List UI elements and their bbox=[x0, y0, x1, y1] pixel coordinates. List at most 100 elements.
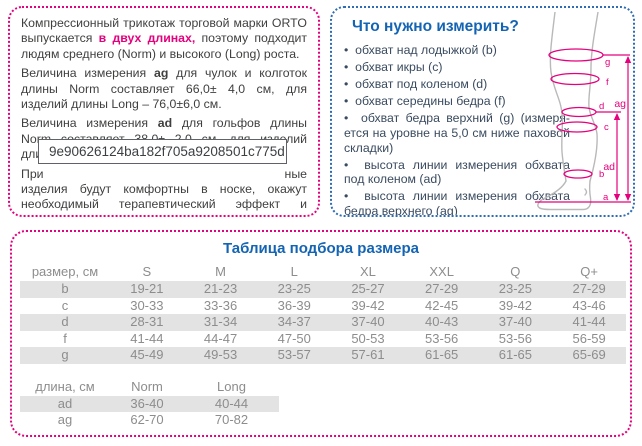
column-header-cell: длина, см bbox=[35, 378, 95, 394]
size-value-cell: 34-37 bbox=[277, 314, 311, 329]
size-value-cell: 19-21 bbox=[130, 281, 164, 296]
row-label: ad bbox=[57, 395, 73, 411]
leg-outline bbox=[537, 12, 599, 211]
length-table-body: ad 36-40 40-44 ag 62-70 70-82 bbox=[20, 395, 279, 429]
size-value-cell: 62-70 bbox=[130, 412, 164, 427]
paragraph-comfort: При ные изделия будут комфортны в носке,… bbox=[21, 167, 307, 215]
leg-measurement-diagram: g f d c b a ag ad bbox=[535, 12, 632, 211]
size-value-cell: 53-56 bbox=[498, 330, 532, 346]
row-label: f bbox=[63, 330, 67, 346]
size-value-cell: 53-57 bbox=[277, 347, 311, 362]
table-row: f 41-44 44-47 47-50 50-53 53-56 53-56 56-59 bbox=[20, 331, 626, 348]
size-table-header-row: размер, см S M L XL XXL Q Q+ bbox=[20, 264, 626, 281]
size-value-cell: 39-42 bbox=[498, 297, 532, 313]
table-row: g 45-49 49-53 53-57 57-61 61-65 61-65 65-69 bbox=[20, 347, 626, 364]
text-segment: ag bbox=[153, 66, 169, 81]
filename-text: 9e90626124ba182f705a9208501c775d.png bbox=[49, 144, 287, 159]
row-label: b bbox=[61, 281, 69, 296]
size-table-title: Таблица подбора размера bbox=[222, 240, 420, 257]
size-value-cell: 21-23 bbox=[203, 281, 238, 296]
row-label: ag bbox=[57, 412, 73, 427]
size-value-cell: 43-46 bbox=[572, 297, 606, 313]
comfort-line-end: ные bbox=[284, 166, 307, 181]
size-value-cell: 50-53 bbox=[351, 330, 385, 346]
dimension-lines bbox=[535, 54, 631, 203]
measurement-item: обхват бедра верхний (g) (измеря­ется на… bbox=[344, 111, 570, 155]
measurement-item: обхват под коленом (d) bbox=[344, 77, 570, 92]
label-ag-icon: ag bbox=[614, 98, 626, 110]
table-row: d 28-31 31-34 34-37 37-40 40-43 37-40 41-44 bbox=[20, 314, 626, 331]
text-segment: для чулок и колготок длины Norm составля… bbox=[21, 66, 307, 112]
size-value-cell: 27-29 bbox=[572, 281, 606, 296]
size-value-cell: 53-56 bbox=[425, 330, 459, 346]
size-value-cell: 57-61 bbox=[351, 347, 385, 362]
size-table: размер, см S M L XL XXL Q Q+ b 19-21 21-23 23-25 25… bbox=[20, 264, 626, 364]
column-header-cell: M bbox=[215, 264, 226, 280]
ellipse-g bbox=[548, 48, 604, 62]
paragraph-ag-measure: Величина измерения ag для чулок и колгот… bbox=[21, 66, 307, 112]
column-header-cell: L bbox=[290, 264, 298, 280]
table-row: ag 62-70 70-82 bbox=[20, 412, 279, 429]
size-value-cell: 70-82 bbox=[214, 412, 249, 427]
size-value-cell: 36-39 bbox=[277, 297, 311, 313]
size-value-cell: 44-47 bbox=[203, 330, 238, 346]
paragraph-two-lengths: Компрессионный трикотаж торговой марки O… bbox=[21, 16, 307, 62]
ellipse-c bbox=[556, 121, 598, 133]
measurement-list: обхват над лодыжкой (b) обхват икры (c) об… bbox=[344, 43, 570, 215]
size-value-cell: 23-25 bbox=[498, 281, 532, 296]
ellipse-f bbox=[550, 72, 600, 86]
comfort-line-start: При bbox=[21, 166, 44, 181]
text-segment: Величина измерения bbox=[21, 66, 154, 81]
comfort-first-line: При ные bbox=[21, 167, 307, 182]
size-value-cell: 30-33 bbox=[130, 297, 164, 313]
text-segment: ad bbox=[157, 116, 173, 131]
label-c-icon: c bbox=[604, 122, 609, 133]
label-d-icon: d bbox=[599, 101, 604, 112]
table-row: b 19-21 21-23 23-25 25-27 27-29 23-25 27-29 bbox=[20, 281, 626, 298]
size-value-cell: 28-31 bbox=[130, 314, 164, 329]
row-label: g bbox=[61, 347, 69, 362]
size-value-cell: 23-25 bbox=[277, 281, 311, 296]
size-value-cell: 61-65 bbox=[425, 347, 459, 362]
label-b-icon: b bbox=[599, 169, 604, 180]
label-ad-icon: ad bbox=[603, 161, 615, 173]
column-header-cell: XL bbox=[360, 264, 376, 280]
size-value-cell: 37-40 bbox=[498, 314, 532, 329]
measurement-item: высота линии измерения обхвата под колен… bbox=[344, 158, 570, 187]
measurement-item: обхват икры (c) bbox=[344, 60, 570, 75]
size-value-cell: 27-29 bbox=[425, 281, 459, 296]
text-segment: в двух длинах, bbox=[98, 31, 196, 46]
size-value-cell: 41-44 bbox=[130, 330, 164, 346]
dimension-arrows bbox=[613, 56, 632, 201]
table-row: ad 36-40 40-44 bbox=[20, 395, 279, 412]
ellipse-b bbox=[563, 169, 593, 179]
row-label: c bbox=[61, 297, 69, 313]
size-value-cell: 47-50 bbox=[277, 330, 311, 346]
size-value-cell: 25-27 bbox=[351, 281, 385, 296]
label-a-icon: a bbox=[603, 192, 609, 203]
measurement-item: высота линии измерения обхвата бедра вер… bbox=[344, 189, 570, 215]
measurement-item: обхват середины бедра (f) bbox=[344, 94, 570, 109]
table-row: c 30-33 33-36 36-39 39-42 42-45 39-42 43-46 bbox=[20, 298, 626, 315]
size-value-cell: 61-65 bbox=[498, 347, 532, 362]
product-info-box: Компрессионный трикотаж торговой марки O… bbox=[8, 6, 320, 217]
text-segment: Компрессионный трикотаж торговой марки O… bbox=[21, 16, 307, 46]
ankle-bone-mark bbox=[584, 188, 588, 196]
size-value-cell: 49-53 bbox=[203, 347, 238, 362]
size-value-cell: 56-59 bbox=[572, 330, 606, 346]
size-value-cell: 40-43 bbox=[425, 314, 459, 329]
text-segment: поэтому подходит людям среднего (Norm) и… bbox=[21, 31, 307, 61]
filename-tooltip: 9e90626124ba182f705a9208501c775d.png bbox=[38, 139, 287, 164]
comfort-rest: изделия будут комфортны в носке, окажут … bbox=[21, 182, 307, 215]
column-header-cell: размер, см bbox=[31, 264, 99, 280]
length-table-header-row: длина, см Norm Long bbox=[20, 379, 279, 396]
text-segment: Величина измерения bbox=[21, 116, 158, 131]
ellipse-d bbox=[561, 106, 597, 118]
size-value-cell: 31-34 bbox=[203, 314, 238, 329]
size-table-body: b 19-21 21-23 23-25 25-27 27-29 23-25 27-29 c 30-… bbox=[20, 281, 626, 364]
measurement-item: обхват над лодыжкой (b) bbox=[344, 43, 570, 58]
size-value-cell: 40-44 bbox=[214, 395, 249, 411]
length-table: длина, см Norm Long ad 36-40 40-44 ag 62-70 70-… bbox=[20, 379, 279, 429]
column-header-cell: XXL bbox=[429, 264, 454, 280]
size-value-cell: 45-49 bbox=[130, 347, 164, 362]
